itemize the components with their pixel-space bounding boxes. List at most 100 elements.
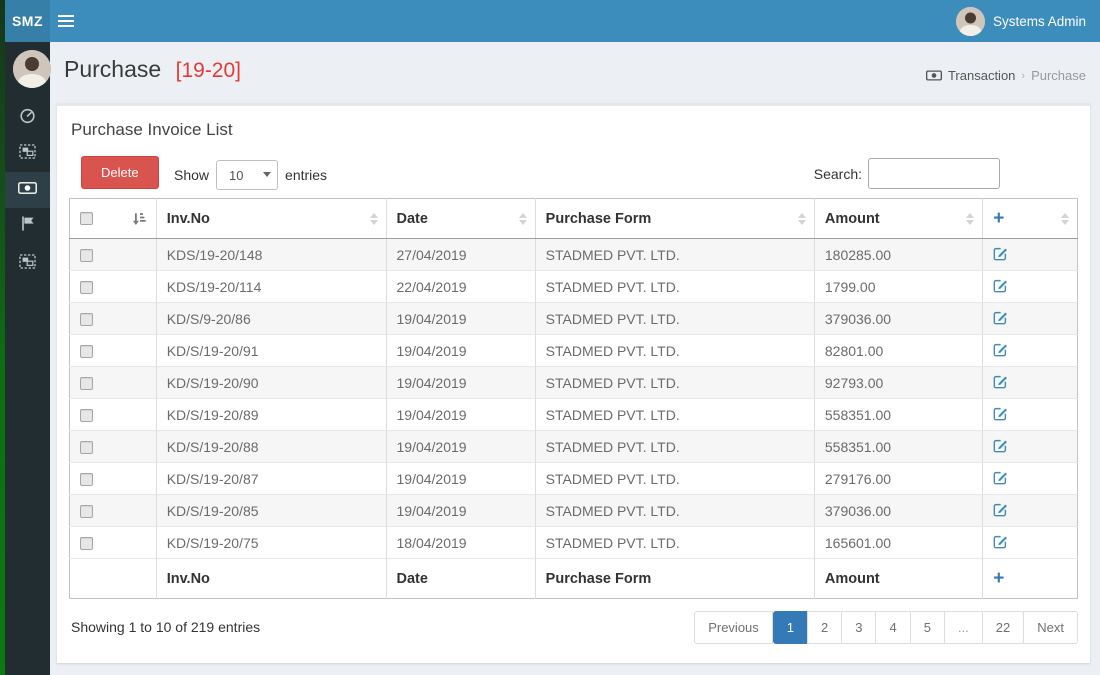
row-checkbox[interactable] — [80, 345, 93, 359]
cell-purchase-form: STADMED PVT. LTD. — [534, 238, 815, 271]
cell-edit — [982, 270, 1078, 303]
table-toolbar: Delete Show 10 entries Search: — [69, 150, 1078, 198]
sidebar-item-object-group-1[interactable] — [5, 136, 50, 172]
row-checkbox[interactable] — [80, 505, 93, 519]
header-inv-no[interactable]: Inv.No — [155, 198, 386, 239]
sort-amount-asc-icon — [132, 212, 146, 226]
pagination-previous[interactable]: Previous — [694, 611, 773, 644]
search-label: Search: — [813, 165, 862, 182]
page-length-value[interactable]: 10 — [216, 160, 279, 190]
header-select-all[interactable] — [69, 198, 157, 239]
edit-icon[interactable] — [993, 310, 1008, 325]
footer-amount: Amount — [813, 558, 983, 599]
invoice-row[interactable]: KD/S/19-20/88 19/04/2019 STADMED PVT. LT… — [69, 430, 1078, 463]
footer-inv-no: Inv.No — [155, 558, 386, 599]
pagination-page[interactable]: 3 — [841, 611, 877, 644]
row-checkbox[interactable] — [80, 249, 93, 263]
pagination-page[interactable]: 1 — [772, 611, 809, 644]
hamburger-icon[interactable] — [58, 12, 76, 29]
invoice-row[interactable]: KDS/19-20/148 27/04/2019 STADMED PVT. LT… — [69, 238, 1078, 271]
pagination-page[interactable]: 2 — [807, 611, 843, 644]
row-select-cell — [69, 462, 157, 495]
cell-inv-no: KD/S/19-20/87 — [155, 462, 386, 495]
left-edge-strip — [0, 0, 5, 675]
invoice-row[interactable]: KDS/19-20/114 22/04/2019 STADMED PVT. LT… — [69, 270, 1078, 303]
add-icon[interactable]: + — [993, 568, 1005, 589]
footer-purchase-form: Purchase Form — [534, 558, 815, 599]
edit-icon[interactable] — [993, 502, 1008, 517]
delete-button[interactable]: Delete — [81, 156, 159, 189]
invoice-row[interactable]: KD/S/19-20/90 19/04/2019 STADMED PVT. LT… — [69, 366, 1078, 399]
breadcrumb: Transaction › Purchase — [925, 68, 1086, 83]
header-date[interactable]: Date — [385, 198, 536, 239]
invoice-row[interactable]: KD/S/19-20/75 18/04/2019 STADMED PVT. LT… — [69, 526, 1078, 559]
edit-icon[interactable] — [993, 406, 1008, 421]
cell-edit — [982, 366, 1078, 399]
cell-purchase-form: STADMED PVT. LTD. — [534, 334, 815, 367]
footer-empty — [69, 558, 157, 599]
row-select-cell — [69, 494, 157, 527]
row-checkbox[interactable] — [80, 409, 93, 423]
breadcrumb-section[interactable]: Transaction — [947, 68, 1016, 83]
user-menu[interactable]: Systems Admin — [955, 0, 1086, 42]
pagination-page[interactable]: 5 — [909, 611, 945, 644]
sidebar-avatar[interactable] — [13, 50, 51, 88]
transaction-icon — [925, 70, 942, 81]
pagination-page[interactable]: 4 — [875, 611, 911, 644]
page-title: Purchase — [64, 56, 162, 82]
search-control: Search: — [814, 158, 1000, 189]
cell-amount: 279176.00 — [813, 462, 983, 495]
edit-icon[interactable] — [993, 374, 1008, 389]
edit-icon[interactable] — [993, 246, 1008, 261]
row-checkbox[interactable] — [80, 537, 93, 551]
edit-icon[interactable] — [993, 470, 1008, 485]
invoice-row[interactable]: KD/S/19-20/85 19/04/2019 STADMED PVT. LT… — [69, 494, 1078, 527]
sidebar-item-dashboard[interactable] — [5, 100, 50, 136]
page-length-select[interactable]: 10 — [216, 160, 279, 190]
sidebar-item-object-group-2[interactable] — [5, 246, 50, 282]
top-navbar: SMZ Systems Admin — [0, 0, 1100, 42]
table-info: Showing 1 to 10 of 219 entries — [71, 619, 261, 635]
invoice-row[interactable]: KD/S/19-20/87 19/04/2019 STADMED PVT. LT… — [69, 462, 1078, 495]
header-purchase-form[interactable]: Purchase Form — [534, 198, 815, 239]
row-checkbox[interactable] — [80, 441, 93, 455]
cell-inv-no: KD/S/19-20/90 — [155, 366, 386, 399]
sidebar-item-transaction[interactable] — [5, 172, 50, 208]
invoice-row[interactable]: KD/S/19-20/89 19/04/2019 STADMED PVT. LT… — [69, 398, 1078, 431]
invoice-table-body: KDS/19-20/148 27/04/2019 STADMED PVT. LT… — [69, 238, 1078, 559]
page-length-control: Show 10 entries — [174, 160, 327, 190]
cell-purchase-form: STADMED PVT. LTD. — [534, 270, 815, 303]
pagination-page[interactable]: 22 — [981, 611, 1025, 644]
sort-icon — [966, 212, 975, 225]
header-amount[interactable]: Amount — [813, 198, 983, 239]
entries-label: entries — [285, 167, 328, 183]
content-header: Purchase [19-20] Transaction › Purchase — [50, 42, 1100, 100]
row-select-cell — [69, 302, 157, 335]
pagination-next[interactable]: Next — [1023, 611, 1078, 644]
row-checkbox[interactable] — [80, 281, 93, 295]
cell-edit — [982, 334, 1078, 367]
app-logo[interactable]: SMZ — [5, 0, 50, 42]
row-checkbox[interactable] — [80, 313, 93, 327]
edit-icon[interactable] — [993, 278, 1008, 293]
row-select-cell — [69, 398, 157, 431]
flag-icon — [21, 216, 35, 236]
cell-amount: 379036.00 — [813, 302, 983, 335]
sidebar-item-flag[interactable] — [5, 208, 50, 244]
edit-icon[interactable] — [993, 534, 1008, 549]
edit-icon[interactable] — [993, 438, 1008, 453]
select-all-checkbox[interactable] — [80, 212, 93, 226]
header-add[interactable]: + — [982, 198, 1078, 239]
cell-inv-no: KD/S/19-20/85 — [155, 494, 386, 527]
row-checkbox[interactable] — [80, 473, 93, 487]
invoice-row[interactable]: KD/S/9-20/86 19/04/2019 STADMED PVT. LTD… — [69, 302, 1078, 335]
invoice-row[interactable]: KD/S/19-20/91 19/04/2019 STADMED PVT. LT… — [69, 334, 1078, 367]
breadcrumb-separator: › — [1021, 69, 1026, 82]
add-icon[interactable]: + — [993, 208, 1005, 229]
search-input[interactable] — [868, 158, 1000, 189]
cell-inv-no: KD/S/19-20/91 — [155, 334, 386, 367]
header-inv-no-label: Inv.No — [166, 210, 210, 227]
edit-icon[interactable] — [993, 342, 1008, 357]
row-checkbox[interactable] — [80, 377, 93, 391]
